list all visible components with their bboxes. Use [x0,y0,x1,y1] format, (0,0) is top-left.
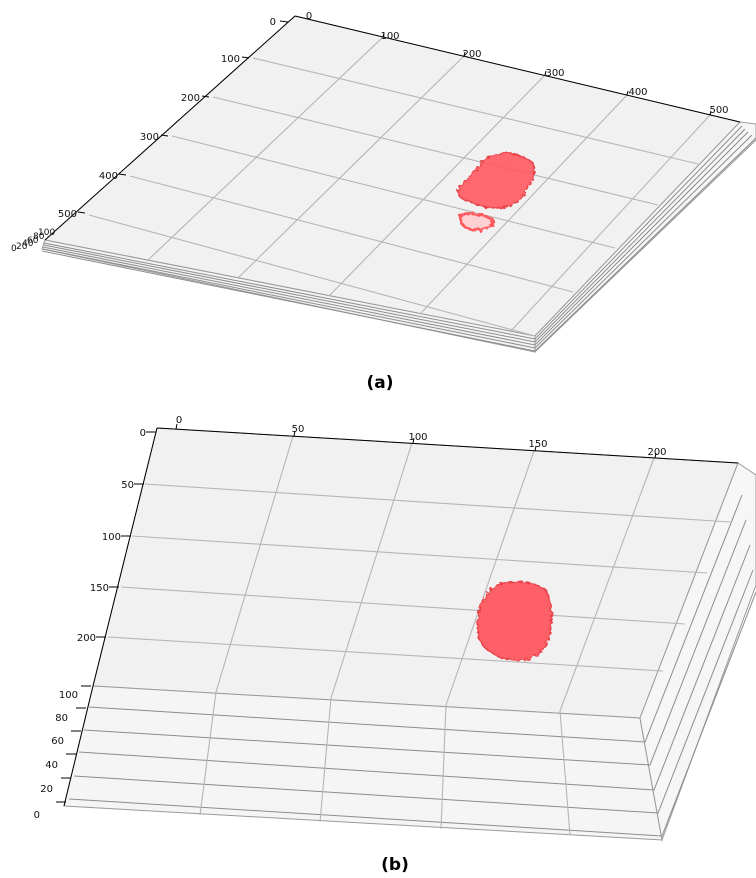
panel-a-z-tick-label: 0 [11,244,17,254]
panel-a-x-tick-label: 100 [380,31,399,42]
panel-a-y-tick [160,134,169,137]
panel-a-y-tick [77,211,86,214]
panel-a-z-tick-label: 40 [22,239,34,249]
panel-b-z-tick-label: 0 [34,810,40,821]
panel-a-z-tick-labels: 0 20 40 60 80 100 [11,228,55,254]
panel-a-tumor-fragment [458,212,495,232]
panel-a-gridlines [88,36,711,337]
panel-a-x-tick-labels: 0 100 200 300 400 500 [306,11,729,116]
panel-a-segment [457,152,536,232]
panel-b-y-tick-label: 150 [90,583,109,594]
panel-a-y-tick-label: 100 [221,54,240,65]
panel-a-z-tick-label: 20 [16,242,28,252]
panel-b-y-axis [92,427,158,687]
panel-b-right-face [639,462,756,842]
panel-a-tumor-blob [457,152,536,209]
panel-b-y-tick-labels: 0 50 100 150 200 [77,428,146,644]
panel-b-x-tick-label: 200 [647,447,666,458]
panel-b-x-tick [654,452,657,459]
panel-a-caption: (a) [366,373,393,393]
panel-a-y-tick [201,95,210,98]
panel-b-x-tick [293,430,296,437]
panel-b-x-tick-label: 150 [528,439,547,450]
panel-a-y-tick-label: 400 [99,171,118,182]
panel-b-x-tick [534,445,537,452]
panel-a-x-tick-label: 0 [306,11,312,22]
panel-a-y-tick-label: 200 [181,93,200,104]
panel-b-layer-lines [68,494,756,837]
panel-a-x-tick [463,51,466,57]
panel-b-z-tick-labels: 100 80 60 40 20 0 [34,690,78,821]
panel-b-segment [476,581,553,662]
panel-a-x-tick-label: 500 [709,105,728,116]
panel-a-y-tick-label: 300 [140,132,159,143]
panel-b-y-tick-label: 50 [121,480,134,491]
panel-b-x-tick-label: 0 [176,415,182,426]
panel-b-x-tick-label: 50 [292,424,305,435]
panel-a-x-tick [626,90,629,96]
panel-a-z-tick-label: 100 [38,228,55,238]
panel-a-axes [44,15,741,241]
panel-a-x-tick [709,110,712,116]
panel-a: 0 100 200 300 400 500 0 100 200 300 400 … [11,11,756,393]
panel-b: 0 50 100 150 200 0 50 100 150 200 100 80… [34,415,756,875]
panel-a-top-face [43,15,741,337]
panel-a-x-tick-label: 200 [462,49,481,60]
panel-a-x-tick-label: 300 [545,68,564,79]
panel-a-x-tick [544,70,547,76]
panel-b-y-tick-label: 100 [102,532,121,543]
panel-a-z-tick-label: 60 [27,236,39,246]
panel-b-x-axis [156,427,739,464]
panel-b-z-axis [63,685,94,807]
panel-b-x-tick [412,437,415,444]
panel-a-y-tick [279,20,289,23]
panel-b-y-tick-label: 200 [77,633,96,644]
panel-a-z-tick-label: 80 [33,232,45,242]
panel-a-x-tick [382,32,385,38]
panel-a-y-tick [241,56,250,59]
panel-a-y-tick [118,173,127,176]
panel-b-z-tick-label: 80 [55,713,68,724]
panel-a-y-axis [44,15,296,241]
panel-a-y-tick-label: 500 [58,209,77,220]
panel-a-x-axis [294,15,741,123]
panel-b-z-tick-label: 60 [51,736,64,747]
panel-b-gridlines [107,435,731,836]
panel-b-x-tick-labels: 0 50 100 150 200 [176,415,667,458]
panel-b-x-tick [175,423,178,430]
panel-b-tumor-blob [476,581,553,662]
panel-b-x-tick-label: 100 [408,432,427,443]
panel-b-z-tick-label: 20 [40,784,53,795]
panel-b-top-face [92,427,739,719]
panel-a-x-tick-label: 400 [628,87,647,98]
panel-b-z-tick-label: 100 [59,690,78,701]
panel-a-y-tick-labels: 0 100 200 300 400 500 [58,17,276,220]
panel-a-y-tick-label: 0 [270,17,276,28]
panel-b-z-tick-label: 40 [45,760,58,771]
panel-b-y-tick-label: 0 [140,428,146,439]
panel-b-caption: (b) [381,855,409,875]
panel-b-axes [56,423,739,807]
panel-a-layer-lines [41,125,756,352]
